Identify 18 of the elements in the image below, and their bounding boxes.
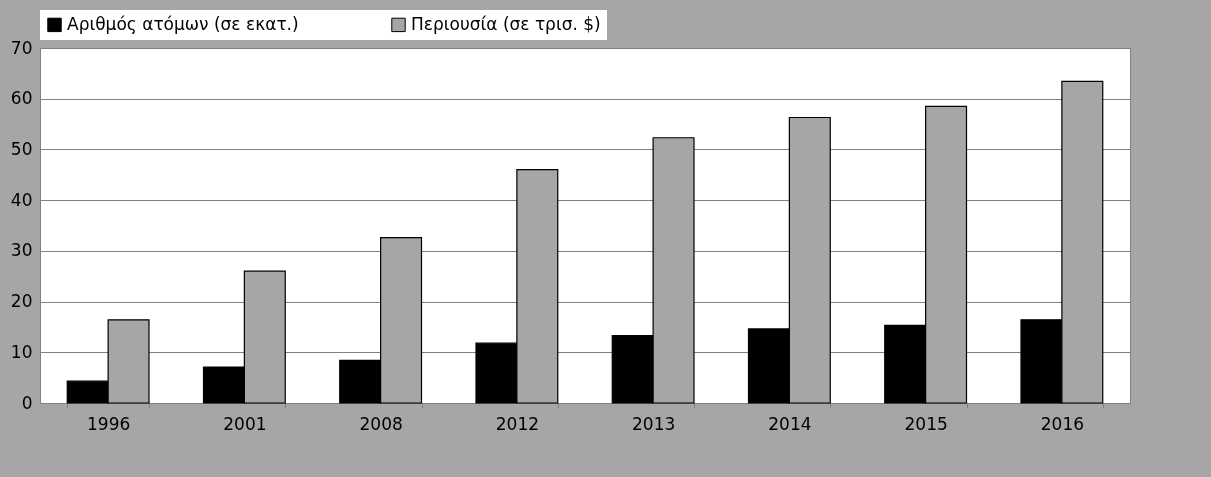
x-tick-label: 2015 [904, 413, 948, 434]
x-tick-label: 2014 [768, 413, 812, 434]
y-tick-label: 10 [10, 341, 33, 362]
x-tick-label: 2008 [359, 413, 403, 434]
x-tick-label: 1996 [86, 413, 131, 434]
x-tick-label: 2013 [631, 413, 676, 434]
y-tick-label: 20 [10, 291, 33, 312]
y-tick-label: 50 [10, 138, 33, 159]
x-tick-label: 2016 [1040, 413, 1085, 434]
y-tick-label: 40 [10, 189, 33, 210]
y-tick-label: 60 [10, 88, 33, 109]
y-tick-label: 0 [21, 392, 33, 413]
x-tick-label: 2012 [495, 413, 540, 434]
x-tick-label: 2001 [223, 413, 267, 434]
legend-label: Περιουσία (σε τρισ. $) [411, 13, 601, 34]
y-tick-label: 70 [10, 37, 33, 58]
y-tick-label: 30 [10, 240, 33, 261]
legend-label: Αριθμός ατόμων (σε εκατ.) [67, 13, 299, 34]
